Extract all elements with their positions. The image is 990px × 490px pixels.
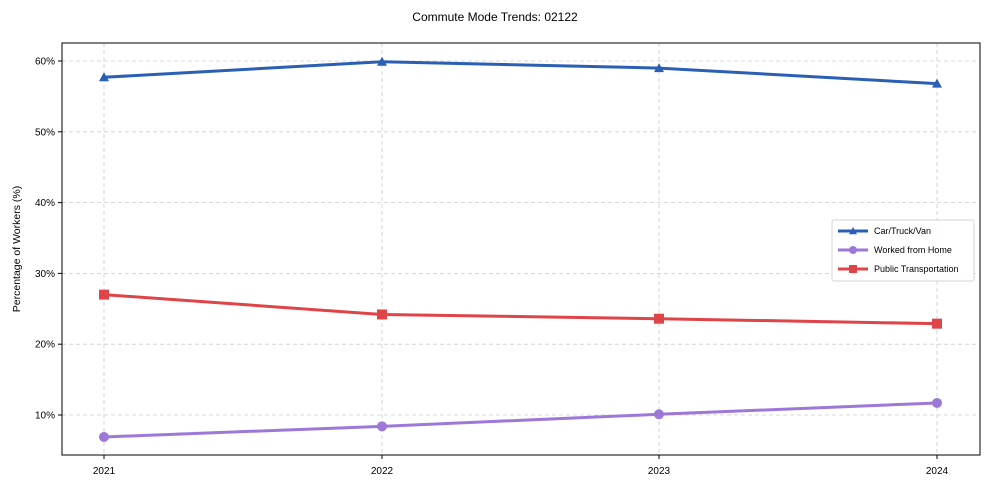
- series-worked-from-home: [99, 397, 942, 442]
- circle-marker: [932, 397, 942, 408]
- square-marker: [377, 309, 387, 320]
- legend: Car/Truck/Van Worked from Home Public Tran…: [831, 219, 975, 282]
- y-tick-label: 50%: [35, 127, 55, 138]
- circle-marker: [377, 421, 387, 432]
- y-tick-label: 60%: [35, 57, 55, 68]
- square-marker: [849, 265, 857, 273]
- legend-item: Worked from Home: [838, 245, 952, 255]
- legend-box: [831, 219, 975, 282]
- square-marker: [654, 313, 664, 324]
- legend-item: Public Transportation: [838, 264, 959, 274]
- y-tick-label: 20%: [35, 340, 55, 351]
- triangle-marker: [849, 227, 857, 235]
- circle-marker: [849, 246, 857, 254]
- series-public-transportation: [99, 289, 942, 329]
- circle-marker: [99, 431, 109, 442]
- circle-marker: [654, 409, 664, 420]
- y-tick-label: 40%: [35, 198, 55, 209]
- series-line: [103, 401, 938, 439]
- series-car-truck-van: [99, 56, 942, 88]
- plot-frame: [61, 42, 981, 456]
- triangle-marker: [377, 56, 387, 66]
- x-tick-label: 2023: [648, 466, 671, 477]
- y-axis-ticks: 10% 20% 30% 40% 50% 60%: [35, 57, 62, 422]
- legend-label: Worked from Home: [874, 245, 952, 255]
- y-tick-label: 10%: [35, 411, 55, 422]
- x-tick-label: 2021: [93, 466, 116, 477]
- triangle-marker: [99, 72, 109, 82]
- square-marker: [932, 318, 942, 329]
- triangle-marker: [654, 63, 664, 73]
- y-tick-label: 30%: [35, 269, 55, 280]
- grid-lines: [62, 43, 980, 455]
- data-series: [99, 56, 942, 442]
- legend-item: Car/Truck/Van: [838, 226, 931, 236]
- x-axis-ticks: 2021 2022 2023 2024: [93, 455, 949, 477]
- legend-label: Car/Truck/Van: [874, 226, 931, 236]
- series-line: [103, 60, 938, 86]
- x-tick-label: 2022: [371, 466, 394, 477]
- x-tick-label: 2024: [926, 466, 949, 477]
- legend-label: Public Transportation: [874, 264, 959, 274]
- chart-title: Commute Mode Trends: 02122: [412, 10, 578, 24]
- series-line: [103, 293, 938, 326]
- square-marker: [99, 289, 109, 300]
- y-axis-label: Percentage of Workers (%): [11, 186, 23, 312]
- triangle-marker: [932, 78, 942, 88]
